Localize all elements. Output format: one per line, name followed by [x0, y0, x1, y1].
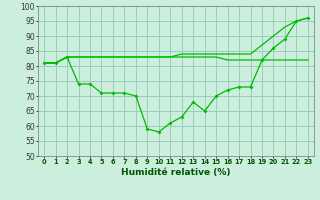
X-axis label: Humidité relative (%): Humidité relative (%) — [121, 168, 231, 177]
